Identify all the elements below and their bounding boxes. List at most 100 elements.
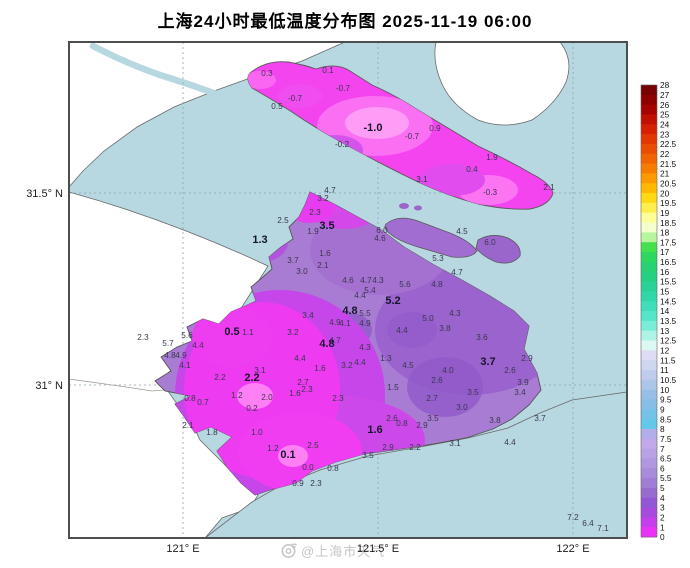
legend-tick-label: 12 <box>660 346 670 356</box>
x-axis-tick-label: 121.5° E <box>357 543 399 555</box>
station-value: 2.3 <box>310 479 322 488</box>
legend-color-segment <box>641 242 657 253</box>
station-value: 5.3 <box>432 254 444 263</box>
legend-color-segment <box>641 340 657 351</box>
legend-color-segment <box>641 163 657 174</box>
legend-tick-label: 6.5 <box>660 454 672 464</box>
station-value: 2.1 <box>182 421 194 430</box>
station-value: 3.5 <box>362 451 374 460</box>
legend-tick-label: 24 <box>660 120 670 130</box>
station-value: 4.4 <box>192 341 204 350</box>
legend-tick-label: 12.5 <box>660 336 677 346</box>
legend-color-segment <box>641 94 657 106</box>
legend-tick-label: 5 <box>660 483 665 493</box>
legend-color-segment <box>641 301 657 312</box>
station-value: 3.1 <box>449 439 461 448</box>
legend-color-segment <box>641 202 657 214</box>
weibo-logo-icon <box>281 543 297 558</box>
legend-tick-label: 27 <box>660 90 670 100</box>
station-value: 4.9 <box>359 319 371 328</box>
station-value: 0.8 <box>184 394 196 403</box>
legend-color-segment <box>641 232 657 243</box>
legend-color-segment <box>641 507 657 518</box>
islet <box>399 203 409 209</box>
station-value: 1.6 <box>289 389 301 398</box>
map-title: 上海24小时最低温度分布图 2025-11-19 06:00 <box>157 12 533 31</box>
legend-tick-label: 13.5 <box>660 316 677 326</box>
station-value: 2.6 <box>386 414 398 423</box>
station-value: 0.2 <box>246 404 258 413</box>
legend-tick-label: 28 <box>660 80 670 90</box>
legend-tick-label: 16 <box>660 267 670 277</box>
legend-tick-label: 14.5 <box>660 296 677 306</box>
station-value: 5.2 <box>385 295 400 307</box>
legend-color-segment <box>641 261 657 273</box>
station-value: 3.6 <box>476 333 488 342</box>
legend-color-segment <box>641 419 657 430</box>
station-value: 4.0 <box>442 366 454 375</box>
station-value: 3.9 <box>517 378 529 387</box>
legend-tick-label: 11.5 <box>660 355 676 365</box>
station-value: 4.4 <box>504 438 516 447</box>
legend-tick-label: 17.5 <box>660 237 677 247</box>
y-axis-tick-label: 31° N <box>35 380 63 392</box>
legend-color-segment <box>641 281 657 292</box>
legend-color-segment <box>641 527 657 538</box>
station-value: 0.3 <box>261 69 273 78</box>
station-value: 3.7 <box>287 256 299 265</box>
station-value: 1.6 <box>314 364 326 373</box>
station-value: -0.7 <box>288 94 303 103</box>
legend-tick-label: 26 <box>660 100 670 110</box>
legend-color-segment <box>641 311 657 322</box>
station-value: 2.5 <box>277 216 289 225</box>
legend-tick-label: 10.5 <box>660 375 677 385</box>
map-frame <box>68 41 628 539</box>
station-value: 2.2 <box>409 443 421 452</box>
legend-color-segment <box>641 350 657 361</box>
station-value: 0.8 <box>396 419 408 428</box>
legend-tick-label: 0 <box>660 532 665 542</box>
station-value: 2.9 <box>521 354 533 363</box>
changxing-island <box>384 217 478 258</box>
station-value: -0.7 <box>336 84 351 93</box>
legend-color-segment <box>641 252 657 263</box>
legend-color-segment <box>641 369 657 381</box>
legend-tick-label: 1 <box>660 522 665 532</box>
station-value: 1.2 <box>267 444 279 453</box>
legend-color-segment <box>641 291 657 302</box>
station-value: 1.1 <box>242 328 254 337</box>
station-value: 4.5 <box>456 227 468 236</box>
station-value: -0.3 <box>483 188 498 197</box>
station-value: 2.7 <box>297 378 309 387</box>
legend-tick-label: 2 <box>660 513 665 523</box>
station-value: 3.8 <box>489 416 501 425</box>
station-value: 0.1 <box>280 449 295 461</box>
legend-color-segment <box>641 193 657 204</box>
legend-tick-label: 20 <box>660 188 670 198</box>
station-value: 4.3 <box>449 309 461 318</box>
station-value: 1.0 <box>251 428 263 437</box>
station-value: 3.5 <box>319 220 334 232</box>
x-axis-tick-label: 122° E <box>556 543 589 555</box>
station-value: 4.4 <box>294 354 306 363</box>
legend-tick-label: 15 <box>660 287 670 297</box>
station-value: 2.2 <box>214 373 226 382</box>
station-value: 4.7 <box>451 268 463 277</box>
station-value: 4.4 <box>354 291 366 300</box>
legend-color-segment <box>641 222 657 233</box>
legend-tick-label: 15.5 <box>660 277 677 287</box>
station-value: 5.0 <box>422 314 434 323</box>
station-value: -0.7 <box>405 132 420 141</box>
legend-tick-label: 9 <box>660 404 665 414</box>
islet <box>414 205 422 211</box>
legend-color-segment <box>641 85 657 96</box>
station-value: 1.3 <box>252 234 267 246</box>
legend-tick-label: 7 <box>660 444 665 454</box>
temperature-legend: 28272625242322.52221.52120.52019.51918.5… <box>640 80 677 542</box>
station-value: 4.3 <box>359 343 371 352</box>
legend-tick-label: 19.5 <box>660 198 677 208</box>
station-value: 4.1 <box>179 361 191 370</box>
station-value: 4.7 <box>329 336 341 345</box>
legend-tick-label: 18 <box>660 228 670 238</box>
